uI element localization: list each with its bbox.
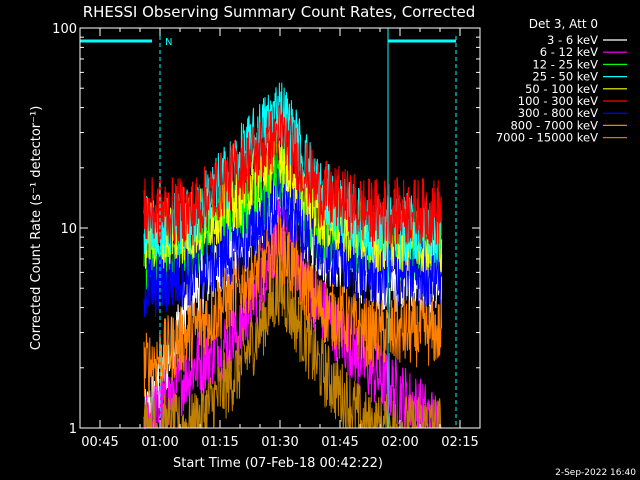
series-trace-100-300kev — [143, 101, 443, 247]
legend-label: 50 - 100 keV — [525, 82, 598, 96]
legend-title: Det 3, Att 0 — [529, 17, 598, 31]
legend-label: 25 - 50 keV — [532, 70, 598, 84]
x-tick-label: 01:15 — [201, 435, 238, 450]
legend-label: 100 - 300 keV — [518, 94, 598, 108]
legend-label: 6 - 12 keV — [540, 45, 598, 59]
x-tick-label: 01:00 — [141, 435, 178, 450]
x-tick-label: 01:30 — [261, 435, 298, 450]
legend-label: 800 - 7000 keV — [510, 118, 598, 132]
x-tick-label: 02:15 — [441, 435, 478, 450]
y-axis-label: Corrected Count Rate (s⁻¹ detector⁻¹) — [29, 106, 44, 351]
y-tick-label: 100 — [52, 22, 77, 37]
series-trace-50-100kev — [143, 120, 443, 273]
y-tick-label: 1 — [69, 422, 77, 437]
x-tick-label: 02:00 — [381, 435, 418, 450]
legend-label: 7000 - 15000 keV — [496, 131, 598, 145]
legend-label: 3 - 6 keV — [547, 33, 598, 47]
footer-date: 2-Sep-2022 16:40 — [555, 468, 636, 478]
y-tick-label: 10 — [60, 222, 77, 237]
flag-label: N — [165, 37, 172, 48]
chart-title: RHESSI Observing Summary Count Rates, Co… — [83, 3, 476, 21]
x-tick-label: 01:45 — [321, 435, 358, 450]
x-axis-label: Start Time (07-Feb-18 00:42:22) — [173, 456, 383, 471]
x-tick-label: 00:45 — [81, 435, 118, 450]
legend-label: 12 - 25 keV — [532, 57, 598, 71]
legend-label: 300 - 800 keV — [518, 106, 598, 120]
